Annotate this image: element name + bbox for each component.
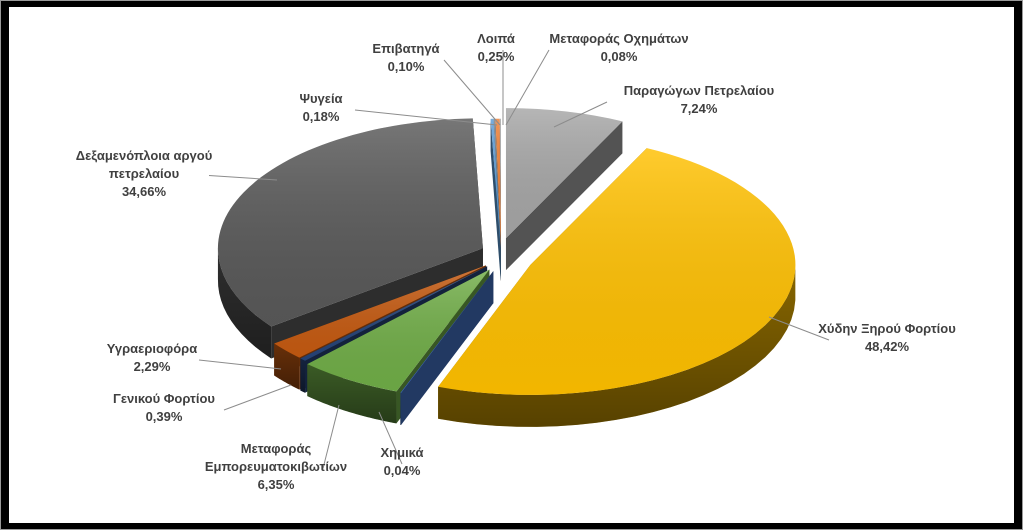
pie-slice-dexamen: [217, 118, 483, 359]
data-label-psygeia: Ψυγεία 0,18%: [299, 91, 342, 124]
data-label-paragogon: Παραγώγων Πετρελαίου 7,24%: [624, 83, 775, 116]
leader-line-paragogon: [553, 101, 608, 128]
chart-area: Παραγώγων Πετρελαίου 7,24% Χύδην Ξηρού Φορ…: [9, 7, 1014, 523]
data-label-xhmika: Χημικά 0,04%: [381, 445, 424, 478]
data-label-geniko: Γενικού Φορτίου 0,39%: [113, 391, 215, 424]
pie-chart: Παραγώγων Πετρελαίου 7,24% Χύδην Ξηρού Φορ…: [76, 31, 956, 492]
data-label-oximaton: Μεταφοράς Οχημάτων 0,08%: [549, 31, 688, 64]
data-label-ygraerio: Υγραεριοφόρα 2,29%: [107, 341, 197, 374]
pie-slice-xydhn: [438, 148, 796, 427]
leader-line-epivatiga: [443, 59, 501, 126]
data-label-container: Μεταφοράς Εμπορευματοκιβωτίων 6,35%: [205, 441, 347, 492]
leader-line-ygraerio: [198, 359, 282, 370]
pie-slice-psygeia: [490, 118, 501, 281]
leader-line-xhmika: [378, 411, 403, 465]
data-label-dexamen: Δεξαμενόπλοια αργού πετρελαίου 34,66%: [76, 148, 213, 199]
data-label-loipa: Λοιπά 0,25%: [477, 31, 515, 64]
pie-slice-paragogon: [505, 108, 623, 271]
leader-line-dexamen: [208, 175, 278, 181]
leader-line-psygeia: [354, 109, 498, 126]
leader-line-geniko: [223, 384, 292, 411]
data-label-xydhn: Χύδην Ξηρού Φορτίου 48,42%: [818, 321, 956, 354]
pie-slice-xhmika: [400, 271, 494, 426]
leader-line-container: [322, 404, 340, 469]
data-label-epivatiga: Επιβατηγά 0,10%: [372, 41, 439, 74]
leader-line-xydhn: [768, 316, 830, 341]
leader-line-oximaton: [505, 49, 550, 126]
